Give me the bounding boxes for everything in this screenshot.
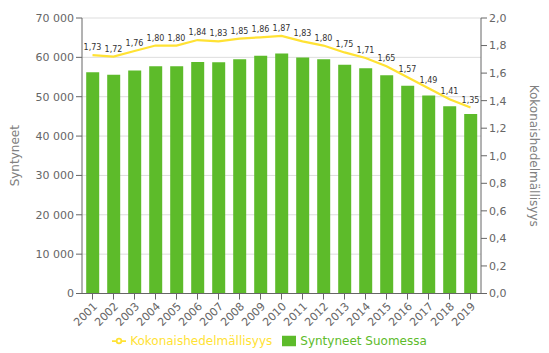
svg-text:0,6: 0,6 (489, 205, 507, 218)
svg-text:2007: 2007 (197, 300, 227, 329)
svg-text:1,57: 1,57 (399, 65, 417, 74)
svg-text:1,73: 1,73 (84, 43, 102, 52)
svg-text:Kokonaishedelmällisyys: Kokonaishedelmällisyys (527, 85, 541, 227)
svg-text:2015: 2015 (365, 300, 395, 329)
svg-text:1,75: 1,75 (336, 40, 354, 49)
svg-text:60 000: 60 000 (36, 51, 75, 64)
svg-text:0,8: 0,8 (489, 177, 507, 190)
svg-text:1,80: 1,80 (147, 34, 165, 43)
svg-text:0,2: 0,2 (489, 260, 507, 273)
svg-text:2008: 2008 (218, 300, 248, 329)
svg-text:1,4: 1,4 (489, 95, 507, 108)
svg-text:1,86: 1,86 (252, 25, 270, 34)
svg-text:2001: 2001 (71, 300, 101, 329)
svg-text:2012: 2012 (302, 300, 332, 329)
svg-text:2011: 2011 (281, 300, 311, 329)
svg-text:1,8: 1,8 (489, 39, 507, 52)
svg-text:1,87: 1,87 (273, 24, 291, 33)
svg-text:1,0: 1,0 (489, 150, 507, 163)
svg-text:1,71: 1,71 (357, 46, 375, 55)
svg-text:1,80: 1,80 (315, 34, 333, 43)
svg-text:50 000: 50 000 (36, 91, 75, 104)
svg-text:2004: 2004 (134, 300, 164, 329)
svg-text:1,35: 1,35 (462, 96, 480, 105)
svg-text:0,0: 0,0 (489, 287, 507, 300)
html-text:Kokonaishedelmällisyys: Kokonaishedelmällisyys (130, 333, 273, 348)
svg-text:2002: 2002 (92, 300, 122, 329)
svg-text:40 000: 40 000 (36, 130, 75, 143)
svg-text:1,41: 1,41 (441, 87, 459, 96)
svg-text:2010: 2010 (260, 300, 290, 329)
svg-text:0,4: 0,4 (489, 232, 507, 245)
svg-text:2013: 2013 (323, 300, 353, 329)
svg-text:Syntyneet: Syntyneet (8, 125, 22, 187)
svg-text:2006: 2006 (176, 300, 206, 329)
svg-text:1,83: 1,83 (294, 29, 312, 38)
svg-text:0: 0 (67, 287, 74, 300)
svg-text:30 000: 30 000 (36, 169, 75, 182)
svg-text:2009: 2009 (239, 300, 269, 329)
svg-text:20 000: 20 000 (36, 209, 75, 222)
html-text:Syntyneet Suomessa: Syntyneet Suomessa (300, 333, 427, 348)
svg-text:10 000: 10 000 (36, 248, 75, 261)
svg-text:1,80: 1,80 (168, 34, 186, 43)
svg-text:1,65: 1,65 (378, 54, 396, 63)
svg-text:1,84: 1,84 (189, 28, 207, 37)
svg-text:2005: 2005 (155, 300, 185, 329)
svg-text:2018: 2018 (428, 300, 458, 329)
svg-text:1,6: 1,6 (489, 67, 507, 80)
svg-text:1,72: 1,72 (105, 45, 123, 54)
svg-text:1,2: 1,2 (489, 122, 507, 135)
svg-text:1,76: 1,76 (126, 39, 144, 48)
svg-text:2003: 2003 (113, 300, 143, 329)
svg-text:1,49: 1,49 (420, 76, 438, 85)
svg-text:1,83: 1,83 (210, 29, 228, 38)
svg-text:70 000: 70 000 (36, 12, 75, 25)
svg-text:2016: 2016 (386, 300, 416, 329)
svg-text:2017: 2017 (407, 300, 437, 329)
svg-text:2019: 2019 (449, 300, 478, 329)
svg-text:2014: 2014 (344, 300, 374, 329)
svg-text:2,0: 2,0 (489, 12, 507, 25)
svg-text:1,85: 1,85 (231, 27, 249, 36)
